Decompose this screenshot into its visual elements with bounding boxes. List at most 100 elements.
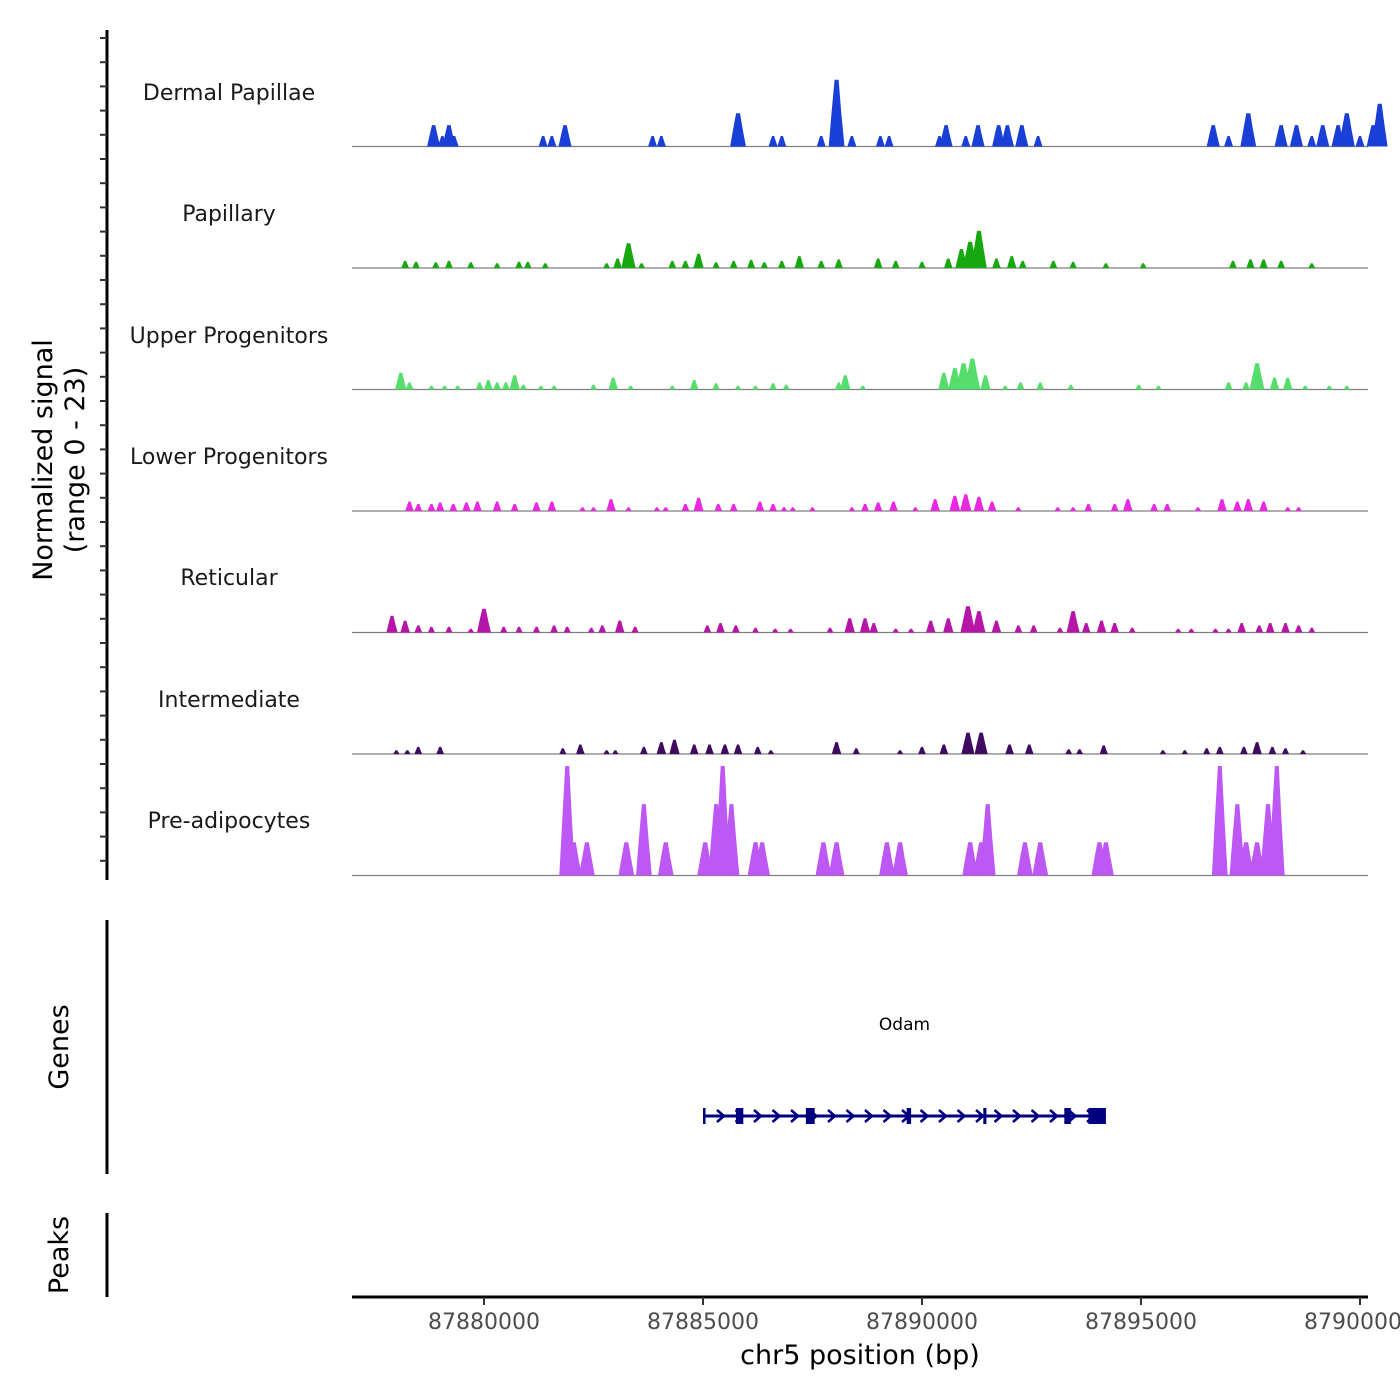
signal-peak bbox=[449, 136, 459, 147]
signal-peak bbox=[1150, 503, 1158, 511]
signal-peak bbox=[1240, 113, 1257, 147]
signal-peak bbox=[1242, 382, 1250, 390]
signal-peak bbox=[961, 732, 975, 754]
x-axis-tick-label: 87895000 bbox=[1085, 1310, 1197, 1335]
signal-peak bbox=[547, 136, 557, 147]
signal-peak bbox=[1233, 501, 1242, 511]
strand-arrow bbox=[975, 1109, 985, 1123]
exon bbox=[983, 1108, 987, 1124]
signal-peak bbox=[705, 744, 714, 754]
signal-peak bbox=[1033, 136, 1043, 147]
signal-peak bbox=[1084, 503, 1093, 511]
signal-peak bbox=[1224, 136, 1234, 147]
signal-peak bbox=[1203, 748, 1211, 754]
signal-peak bbox=[1211, 766, 1228, 876]
signal-peak bbox=[840, 375, 851, 390]
signal-peak bbox=[962, 842, 979, 876]
signal-peak bbox=[1054, 507, 1061, 511]
signal-peak bbox=[625, 507, 632, 511]
signal-peak bbox=[1308, 627, 1316, 633]
signal-peak bbox=[949, 495, 961, 511]
signal-peak bbox=[668, 260, 677, 268]
signal-peak bbox=[515, 261, 523, 268]
signal-peak bbox=[992, 125, 1006, 147]
signal-peak bbox=[752, 627, 759, 633]
signal-peak bbox=[449, 503, 458, 511]
signal-peak bbox=[926, 620, 936, 633]
signal-peak bbox=[1181, 750, 1188, 754]
signal-peak bbox=[681, 503, 690, 511]
signal-peak bbox=[730, 113, 746, 147]
signal-peak bbox=[436, 502, 445, 511]
peaks-track-title: Peaks bbox=[44, 1216, 75, 1294]
signal-peak bbox=[502, 382, 510, 390]
signal-peak bbox=[834, 259, 843, 268]
signal-peak bbox=[1268, 766, 1285, 876]
signal-peak bbox=[1099, 745, 1108, 754]
signal-peak bbox=[815, 842, 832, 876]
signal-peak bbox=[1284, 507, 1291, 511]
signal-peak bbox=[613, 258, 622, 268]
signal-peak bbox=[1246, 259, 1255, 268]
strand-arrow bbox=[919, 1109, 930, 1123]
signal-peak bbox=[1159, 750, 1167, 754]
signal-peak bbox=[891, 260, 900, 268]
track-lower-progenitors bbox=[352, 494, 1368, 512]
signal-peak bbox=[598, 625, 607, 633]
signal-peak bbox=[1017, 842, 1033, 876]
strand-arrow bbox=[993, 1109, 1004, 1123]
signal-peak bbox=[1225, 628, 1232, 633]
signal-peak bbox=[844, 618, 855, 633]
x-axis-tick-label: 87890000 bbox=[866, 1310, 978, 1335]
signal-peak bbox=[1015, 125, 1029, 147]
signal-peak bbox=[1067, 384, 1075, 390]
signal-peak bbox=[1110, 623, 1119, 633]
track-pre-adipocytes bbox=[352, 766, 1368, 877]
strand-arrow bbox=[1030, 1109, 1041, 1123]
signal-peak bbox=[974, 732, 988, 754]
signal-peak bbox=[653, 507, 661, 511]
signal-peak bbox=[892, 842, 908, 876]
signal-peak bbox=[747, 259, 756, 268]
signal-peak bbox=[1307, 136, 1317, 147]
signal-peak bbox=[405, 382, 414, 390]
signal-peak bbox=[896, 750, 904, 754]
signal-peak bbox=[475, 382, 484, 390]
signal-peak bbox=[404, 750, 411, 754]
signal-peak bbox=[436, 746, 445, 754]
signal-peak bbox=[1371, 103, 1388, 147]
signal-peak bbox=[939, 125, 953, 147]
signal-peak bbox=[1249, 363, 1265, 390]
signal-peak bbox=[1096, 620, 1107, 633]
signal-peak bbox=[944, 258, 953, 268]
signal-peak bbox=[1217, 499, 1227, 511]
signal-peak bbox=[1339, 113, 1355, 147]
signal-peak bbox=[1326, 385, 1333, 390]
strand-arrow bbox=[1012, 1109, 1022, 1123]
track-label-dermal-papillae: Dermal Papillae bbox=[143, 81, 315, 106]
signal-peak bbox=[579, 507, 586, 511]
signal-peak bbox=[1299, 750, 1307, 754]
signal-peak bbox=[973, 496, 985, 511]
signal-peak bbox=[980, 375, 991, 390]
signal-peak bbox=[400, 620, 410, 633]
strand-arrow bbox=[716, 1109, 726, 1123]
signal-peak bbox=[1002, 385, 1009, 390]
signal-peak bbox=[992, 258, 1001, 268]
signal-peak bbox=[428, 385, 435, 390]
signal-peak bbox=[612, 750, 619, 754]
signal-peak bbox=[1155, 385, 1162, 390]
track-label-papillary: Papillary bbox=[182, 202, 276, 227]
signal-peak bbox=[547, 501, 557, 511]
signal-peak bbox=[939, 744, 949, 754]
gene-odam: Odam bbox=[703, 1015, 1106, 1124]
signal-peak bbox=[386, 615, 398, 633]
signal-peak bbox=[971, 230, 987, 268]
signal-peak bbox=[1015, 507, 1022, 511]
signal-peak bbox=[638, 263, 646, 268]
signal-peak bbox=[817, 260, 826, 268]
signal-peak bbox=[1308, 263, 1316, 268]
genes-track-title-group: Genes bbox=[44, 1004, 75, 1089]
signal-peak bbox=[1163, 503, 1172, 511]
exon bbox=[805, 1108, 815, 1124]
